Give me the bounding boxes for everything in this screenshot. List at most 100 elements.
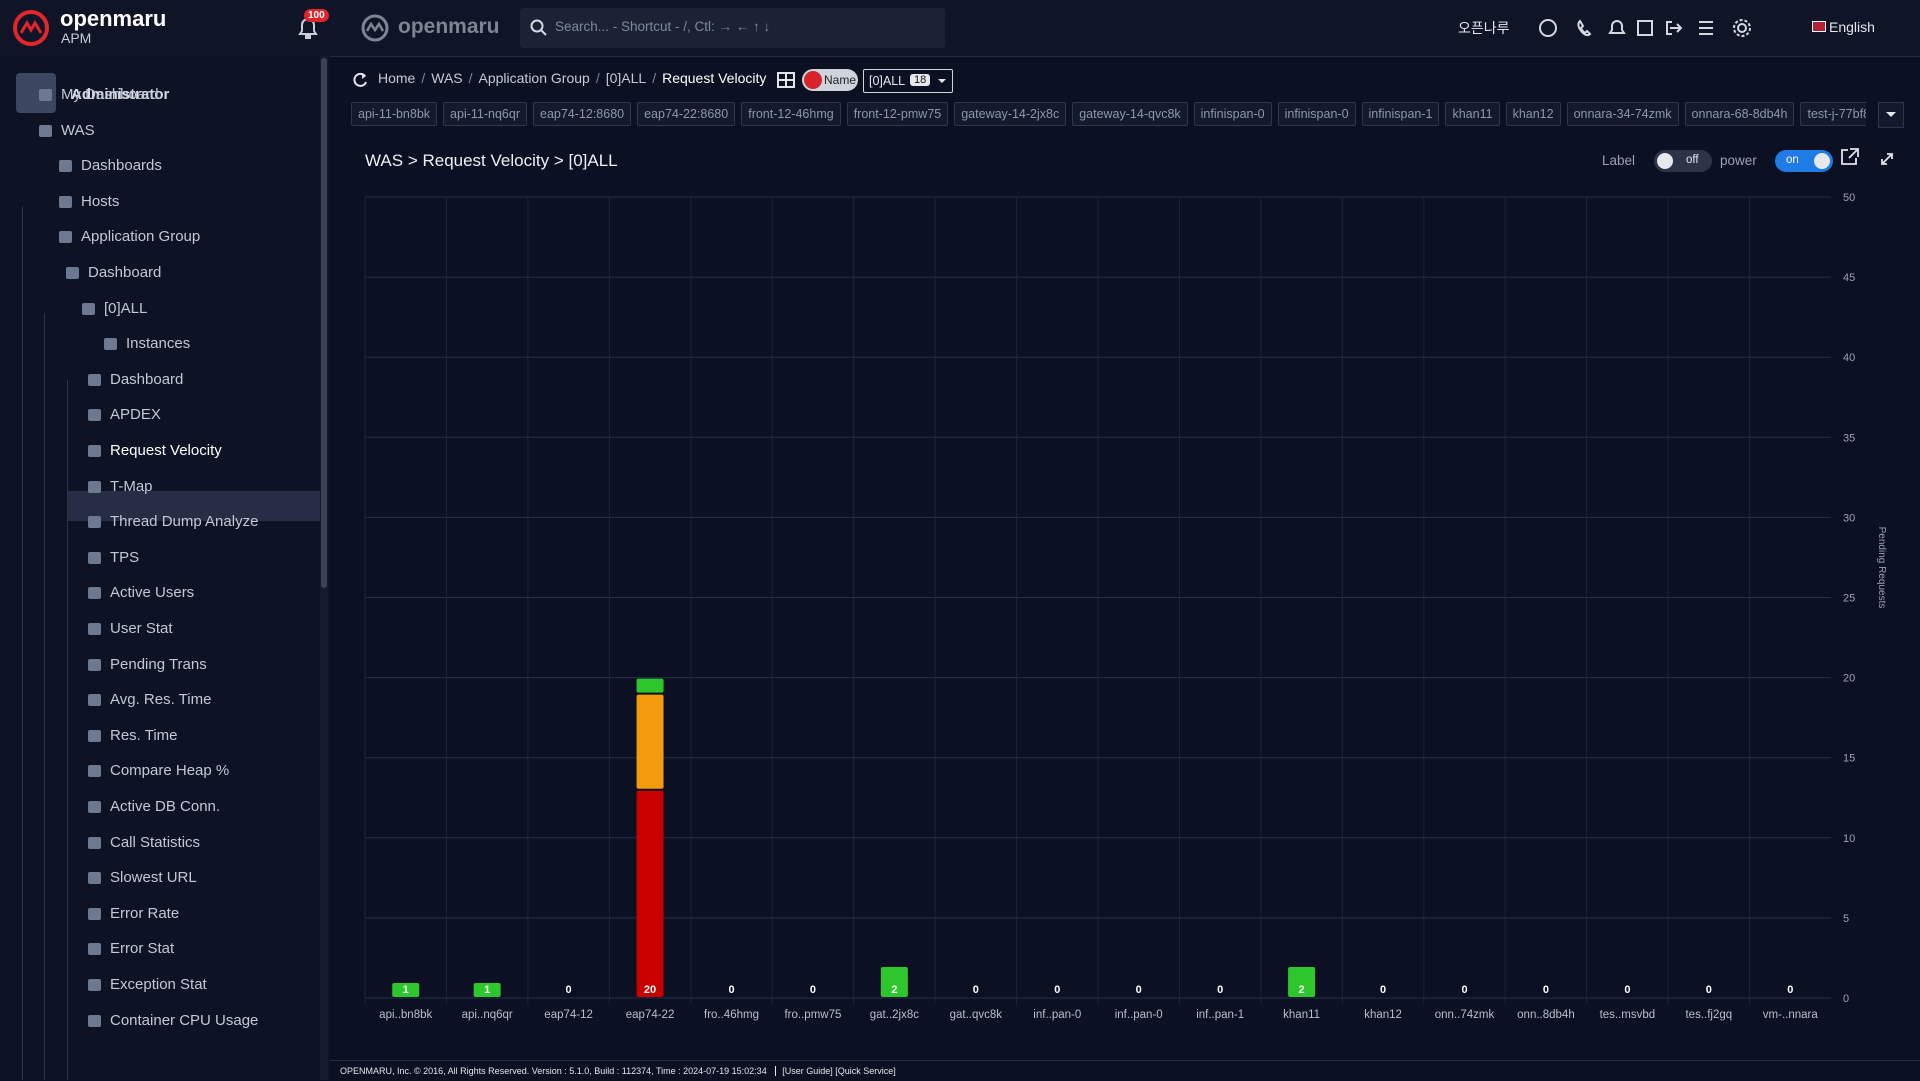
sidebar-item[interactable]: Error Rate: [87, 904, 180, 922]
sidebar-item[interactable]: Container CPU Usage: [87, 1011, 259, 1029]
refresh-icon[interactable]: [351, 71, 369, 89]
y-tick-label: 25: [1843, 593, 1855, 605]
breadcrumb-sep: /: [595, 70, 600, 86]
instance-tag[interactable]: infinispan-0: [1193, 102, 1272, 126]
instance-tag[interactable]: khan11: [1445, 102, 1500, 126]
x-tick-label: inf..pan-0: [1115, 1009, 1163, 1021]
company[interactable]: 오픈나루: [1458, 20, 1510, 36]
sidebar-item[interactable]: Slowest URL: [88, 869, 197, 887]
instance-tag[interactable]: front-12-46hmg: [741, 102, 841, 126]
sidebar-item[interactable]: Pending Trans: [88, 655, 207, 673]
tree-line: [67, 380, 68, 1080]
instance-tag[interactable]: infinispan-0: [1277, 102, 1356, 126]
x-tick-label: onn..74zmk: [1435, 1009, 1495, 1021]
sidebar-item[interactable]: My Dashboard: [39, 86, 159, 103]
toggle-knob: [1814, 153, 1830, 169]
bar-segment: [473, 982, 501, 997]
value-label: 1: [403, 984, 409, 996]
header-icons[interactable]: [1536, 16, 1786, 40]
sidebar-item[interactable]: Request Velocity: [88, 442, 222, 459]
instance-tag[interactable]: khan12: [1505, 102, 1561, 126]
sidebar-item[interactable]: Call Statistics: [87, 833, 201, 851]
breadcrumb-item[interactable]: Home: [378, 70, 416, 86]
power-state: on: [1786, 154, 1799, 166]
breadcrumb-item[interactable]: [0]ALL: [605, 70, 647, 86]
sidebar-item[interactable]: Thread Dump Analyze: [87, 513, 259, 531]
tags-expand[interactable]: [1878, 102, 1904, 128]
instance-tag[interactable]: front-12-pmw75: [846, 102, 949, 126]
flag-icon: [1812, 21, 1826, 32]
name-toggle[interactable]: Name: [802, 69, 858, 91]
breadcrumb-item[interactable]: Application Group: [478, 70, 590, 86]
value-label: 2: [1299, 984, 1305, 996]
instance-tag[interactable]: eap74-22:8680: [637, 102, 736, 126]
instance-tag[interactable]: gateway-14-2jx8c: [954, 102, 1067, 126]
sidebar-item[interactable]: [0]ALL: [81, 299, 148, 317]
x-tick-label: eap74-22: [626, 1009, 675, 1021]
y-tick-label: 50: [1843, 192, 1855, 204]
bar-segment: [636, 678, 664, 693]
instance-tag[interactable]: test-j-77bf8564: [1800, 102, 1866, 126]
sidebar-item[interactable]: T-Map: [88, 477, 153, 495]
x-tick-label: tes..fj2gq: [1685, 1009, 1732, 1021]
value-label: 0: [973, 984, 979, 996]
caret: [938, 79, 946, 87]
sidebar-item[interactable]: Exception Stat: [88, 976, 207, 993]
sidebar-item[interactable]: User Stat: [88, 620, 173, 637]
tree-line: [44, 313, 45, 1080]
language[interactable]: English: [1829, 19, 1875, 35]
instance-tag[interactable]: onnara-68-8db4h: [1684, 102, 1795, 126]
y-tick-label: 30: [1843, 512, 1855, 524]
search-placeholder: Search... - Shortcut - /, Ctl: → ← ↑ ↓: [555, 19, 771, 34]
sidebar-item[interactable]: Dashboards: [59, 157, 162, 175]
panel-icons[interactable]: [1840, 147, 1900, 167]
instance-tag[interactable]: onnara-34-74zmk: [1566, 102, 1679, 126]
value-label: 0: [810, 984, 816, 996]
breadcrumb-sep: /: [652, 70, 657, 86]
tree-line: [22, 206, 23, 1080]
x-tick-label: fro..pmw75: [784, 1009, 841, 1021]
sidebar-item[interactable]: Hosts: [58, 192, 120, 210]
value-label: 0: [728, 984, 734, 996]
y-tick-label: 10: [1843, 833, 1855, 845]
sidebar-item[interactable]: Instances: [103, 335, 191, 353]
power-toggle[interactable]: on: [1775, 150, 1833, 172]
brand-icon: [361, 14, 389, 42]
instance-tag[interactable]: eap74-12:8680: [533, 102, 632, 126]
footer-text: OPENMARU, Inc. © 2016, All Rights Reserv…: [340, 1066, 767, 1076]
instance-tag[interactable]: infinispan-1: [1361, 102, 1440, 126]
sidebar-item[interactable]: Avg. Res. Time: [87, 691, 212, 709]
value-label: 0: [1217, 984, 1223, 996]
sidebar-item[interactable]: Dashboard: [65, 264, 162, 281]
search-box[interactable]: Search... - Shortcut - /, Ctl: → ← ↑ ↓: [520, 8, 945, 48]
label-text: Label: [1602, 153, 1636, 168]
caret: [1886, 112, 1896, 122]
sidebar-item[interactable]: Compare Heap %: [87, 762, 230, 780]
breadcrumb-sep: /: [421, 70, 426, 86]
search-icon: [530, 19, 547, 36]
sidebar-item[interactable]: Application Group: [58, 228, 201, 246]
instance-tag[interactable]: api-11-bn8bk: [351, 102, 438, 126]
instance-tag[interactable]: api-11-nq6qr: [443, 102, 527, 126]
sidebar-item[interactable]: Res. Time: [88, 726, 178, 744]
instance-tag[interactable]: gateway-14-qvc8k: [1072, 102, 1188, 126]
group-select[interactable]: [0]ALL 18: [863, 69, 953, 93]
footer: OPENMARU, Inc. © 2016, All Rights Reserv…: [330, 1060, 1920, 1081]
sidebar-item[interactable]: Active Users: [87, 584, 195, 602]
label-toggle[interactable]: off: [1654, 150, 1712, 172]
breadcrumb-item[interactable]: WAS: [431, 70, 463, 86]
sidebar-item[interactable]: WAS: [39, 121, 95, 139]
sidebar-item[interactable]: Error Stat: [87, 940, 175, 958]
footer-link[interactable]: [Quick Service]: [835, 1066, 896, 1076]
footer-link[interactable]: [User Guide]: [775, 1066, 833, 1076]
grid-icon[interactable]: [777, 72, 795, 88]
sidebar-item[interactable]: Dashboard: [87, 370, 184, 388]
sidebar-item[interactable]: TPS: [87, 548, 140, 566]
value-label: 0: [566, 984, 572, 996]
panel-title: WAS > Request Velocity > [0]ALL: [365, 151, 618, 170]
sidebar-item[interactable]: APDEX: [88, 406, 161, 424]
sidebar-item[interactable]: Active DB Conn.: [87, 798, 221, 815]
y-axis-title: Pending Requests: [1876, 527, 1887, 609]
